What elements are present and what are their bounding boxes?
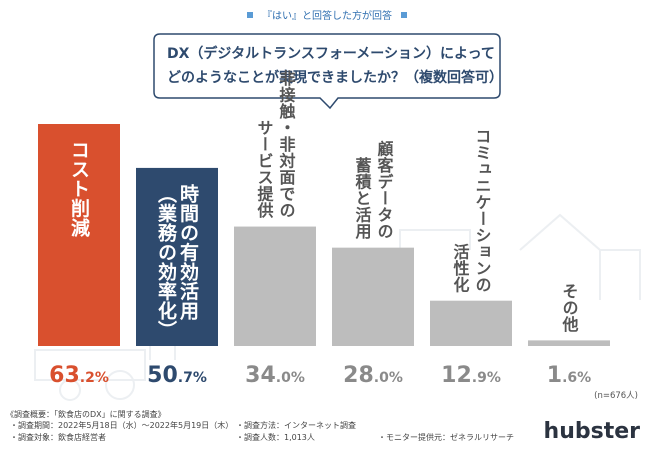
tag-square-left (247, 12, 253, 18)
value-label-5-int: 12 (441, 363, 472, 388)
category-label-5-line-1: コミュニケーションの (473, 128, 492, 293)
survey-target: ・調査対象：飲食店経営者 (10, 432, 106, 442)
value-label-6-int: 1 (547, 363, 562, 388)
value-label-4-dec: .0% (374, 370, 403, 386)
value-label-2: 50.7% (147, 363, 207, 388)
value-label-2-dec: .7% (178, 370, 207, 386)
sample-note: (n=676人) (594, 391, 638, 401)
value-labels-layer: 63.2% 50.7% 34.0% 28.0% 12.9% 1.6% (49, 363, 591, 388)
value-label-1: 63.2% (49, 363, 109, 388)
category-label-4-line-1: 顧客データの (375, 140, 394, 240)
category-label-2-line-1: 時間の有効活用 (177, 184, 199, 321)
question-line-1: DX（デジタルトランスフォーメーション）によって (167, 45, 495, 62)
value-label-1-dec: .2% (80, 370, 109, 386)
survey-period: ・調査期間：2022年5月18日（水）～2022年5月19日（木） (10, 420, 233, 430)
bar-2 (136, 167, 218, 346)
category-label-3-line-1: 非接触・非対面での (277, 69, 297, 218)
category-label-5-line-2: 活性化 (451, 242, 470, 292)
hubster-logo: hubster (544, 419, 641, 444)
survey-method: ・調査方法：インターネット調査 (236, 420, 356, 430)
bars-layer (38, 124, 610, 346)
bar-5 (430, 300, 512, 346)
category-label-1-line-1: コスト削減 (68, 140, 90, 238)
question-line-2: どのようなことが実現できましたか？（複数回答可） (167, 69, 503, 86)
category-label-4-line-2: 蓄積と活用 (353, 156, 373, 240)
value-label-6-dec: .6% (562, 370, 591, 386)
value-label-3-dec: .0% (276, 370, 305, 386)
value-label-5-dec: .9% (472, 370, 501, 386)
value-label-6: 1.6% (547, 363, 591, 388)
tag-square-right (401, 12, 407, 18)
value-label-4-int: 28 (343, 363, 374, 388)
value-label-4: 28.0% (343, 363, 403, 388)
footer: 《調査概要：「飲食店のDX」に関する調査》 ・調査期間：2022年5月18日（水… (6, 409, 640, 444)
bar-4 (332, 247, 414, 346)
category-label-2-line-2: （業務の効率化） (155, 184, 178, 340)
value-label-5: 12.9% (441, 363, 501, 388)
value-label-3: 34.0% (245, 363, 305, 388)
value-label-1-int: 63 (49, 363, 80, 388)
question-bubble: DX（デジタルトランスフォーメーション）によって どのようなことが実現できました… (153, 33, 503, 110)
survey-count: ・調査人数：1,013人 (236, 432, 315, 442)
header-tag: 『はい』と回答した方が回答 (247, 9, 407, 22)
monitor-provider: ・モニター提供元：ゼネラルリサーチ (378, 432, 514, 442)
bar-1 (38, 124, 120, 346)
category-label-3-line-2: サービス提供 (255, 120, 275, 220)
bar-6 (528, 340, 610, 346)
bubble-outline (153, 33, 501, 110)
survey-overview-title: 《調査概要：「飲食店のDX」に関する調査》 (6, 409, 166, 419)
value-label-3-int: 34 (245, 363, 276, 388)
bar-3 (234, 226, 316, 346)
value-label-2-int: 50 (147, 363, 178, 388)
category-label-6-line-1: その他 (560, 283, 580, 333)
header-tag-text: 『はい』と回答した方が回答 (262, 9, 392, 22)
